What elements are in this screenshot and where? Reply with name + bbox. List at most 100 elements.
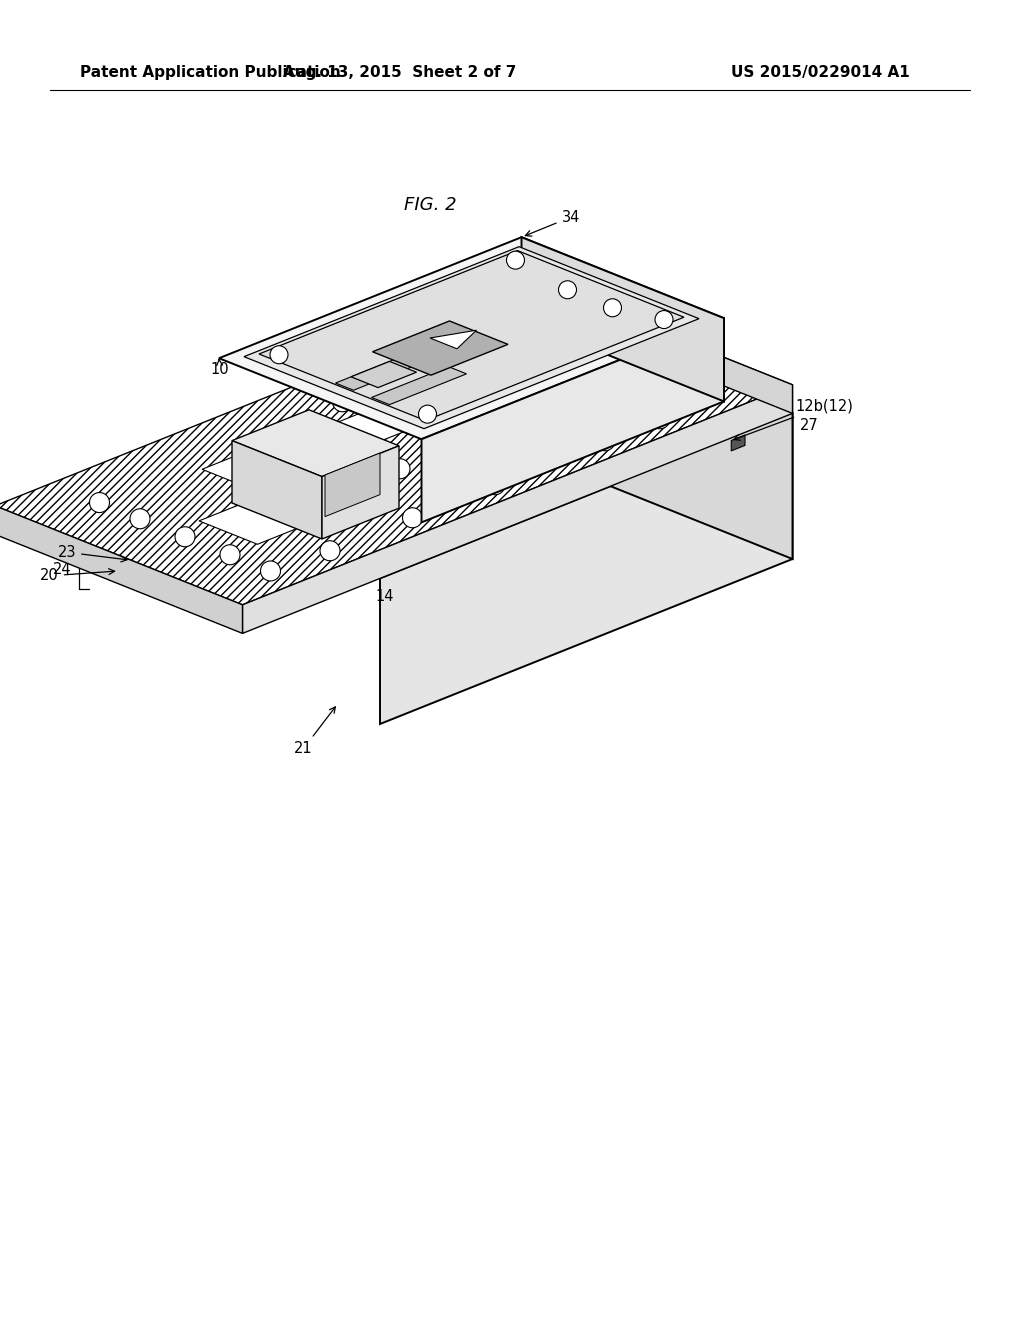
- Polygon shape: [545, 286, 793, 413]
- Polygon shape: [521, 238, 724, 401]
- Circle shape: [379, 508, 393, 521]
- Polygon shape: [372, 367, 467, 405]
- Circle shape: [427, 479, 455, 507]
- Circle shape: [390, 459, 410, 479]
- Polygon shape: [430, 330, 476, 348]
- Circle shape: [260, 561, 281, 581]
- Text: 14: 14: [536, 347, 554, 362]
- Circle shape: [558, 281, 577, 298]
- Circle shape: [267, 503, 296, 531]
- Circle shape: [324, 529, 338, 544]
- Circle shape: [262, 440, 276, 453]
- Circle shape: [539, 483, 553, 498]
- Circle shape: [422, 520, 450, 549]
- Circle shape: [595, 430, 615, 450]
- Circle shape: [428, 528, 442, 541]
- Circle shape: [603, 298, 622, 317]
- Circle shape: [220, 545, 240, 565]
- Circle shape: [373, 395, 386, 409]
- Polygon shape: [351, 362, 417, 388]
- Circle shape: [317, 523, 345, 550]
- Text: 27: 27: [800, 418, 819, 433]
- Circle shape: [560, 372, 580, 393]
- Text: Aug. 13, 2015  Sheet 2 of 7: Aug. 13, 2015 Sheet 2 of 7: [284, 65, 517, 79]
- Circle shape: [335, 446, 349, 461]
- Text: FIG. 2: FIG. 2: [403, 195, 457, 214]
- Circle shape: [531, 477, 559, 504]
- Circle shape: [587, 454, 614, 483]
- Polygon shape: [259, 251, 684, 421]
- Text: 36: 36: [657, 312, 676, 327]
- Text: 10: 10: [211, 359, 229, 378]
- Text: 23: 23: [57, 545, 127, 562]
- Circle shape: [333, 392, 352, 412]
- Polygon shape: [232, 441, 322, 539]
- Text: 16: 16: [329, 384, 347, 399]
- Circle shape: [442, 347, 463, 368]
- Circle shape: [421, 366, 449, 395]
- Circle shape: [366, 388, 393, 416]
- Text: 25: 25: [654, 318, 673, 333]
- Polygon shape: [202, 441, 318, 487]
- Circle shape: [655, 310, 673, 329]
- Polygon shape: [132, 314, 793, 578]
- Circle shape: [507, 251, 524, 269]
- Circle shape: [390, 424, 404, 438]
- Circle shape: [650, 409, 670, 429]
- Circle shape: [438, 395, 466, 424]
- Polygon shape: [232, 409, 399, 477]
- Circle shape: [493, 374, 521, 401]
- Circle shape: [201, 454, 228, 482]
- Polygon shape: [373, 321, 508, 375]
- Text: 38: 38: [275, 348, 294, 363]
- Polygon shape: [325, 453, 380, 516]
- Polygon shape: [422, 318, 724, 523]
- Circle shape: [274, 510, 289, 524]
- Circle shape: [367, 543, 394, 570]
- Text: 20: 20: [40, 569, 115, 583]
- Text: 14: 14: [147, 491, 166, 506]
- Polygon shape: [199, 482, 356, 544]
- Circle shape: [648, 440, 663, 454]
- Circle shape: [383, 417, 411, 445]
- Circle shape: [89, 492, 110, 512]
- Circle shape: [500, 380, 514, 395]
- Polygon shape: [0, 286, 793, 605]
- Text: 34: 34: [525, 210, 580, 236]
- Circle shape: [476, 499, 505, 527]
- Polygon shape: [219, 238, 724, 440]
- Circle shape: [270, 346, 288, 364]
- Circle shape: [208, 461, 221, 475]
- Circle shape: [225, 490, 239, 504]
- Polygon shape: [380, 413, 793, 723]
- Polygon shape: [0, 506, 243, 634]
- Circle shape: [419, 405, 436, 424]
- Text: 14: 14: [280, 590, 298, 605]
- Circle shape: [218, 483, 246, 511]
- Circle shape: [599, 420, 613, 434]
- Circle shape: [594, 462, 607, 475]
- Circle shape: [175, 527, 195, 546]
- Polygon shape: [545, 314, 793, 558]
- Circle shape: [434, 486, 449, 500]
- Circle shape: [445, 403, 459, 416]
- Circle shape: [402, 508, 423, 528]
- Circle shape: [130, 508, 150, 529]
- Circle shape: [280, 469, 294, 482]
- Text: Patent Application Publication: Patent Application Publication: [80, 65, 341, 79]
- Text: 14: 14: [376, 589, 394, 605]
- Text: 38: 38: [349, 346, 368, 362]
- Polygon shape: [336, 337, 469, 391]
- Circle shape: [273, 461, 301, 490]
- Text: 12b(12): 12b(12): [734, 399, 853, 441]
- Circle shape: [372, 500, 400, 529]
- Circle shape: [328, 440, 356, 467]
- Circle shape: [374, 549, 387, 564]
- Text: 14: 14: [555, 359, 573, 374]
- Polygon shape: [731, 436, 745, 451]
- Circle shape: [483, 506, 498, 520]
- Circle shape: [485, 475, 505, 495]
- Circle shape: [592, 413, 620, 441]
- Polygon shape: [244, 247, 699, 429]
- Circle shape: [323, 480, 350, 510]
